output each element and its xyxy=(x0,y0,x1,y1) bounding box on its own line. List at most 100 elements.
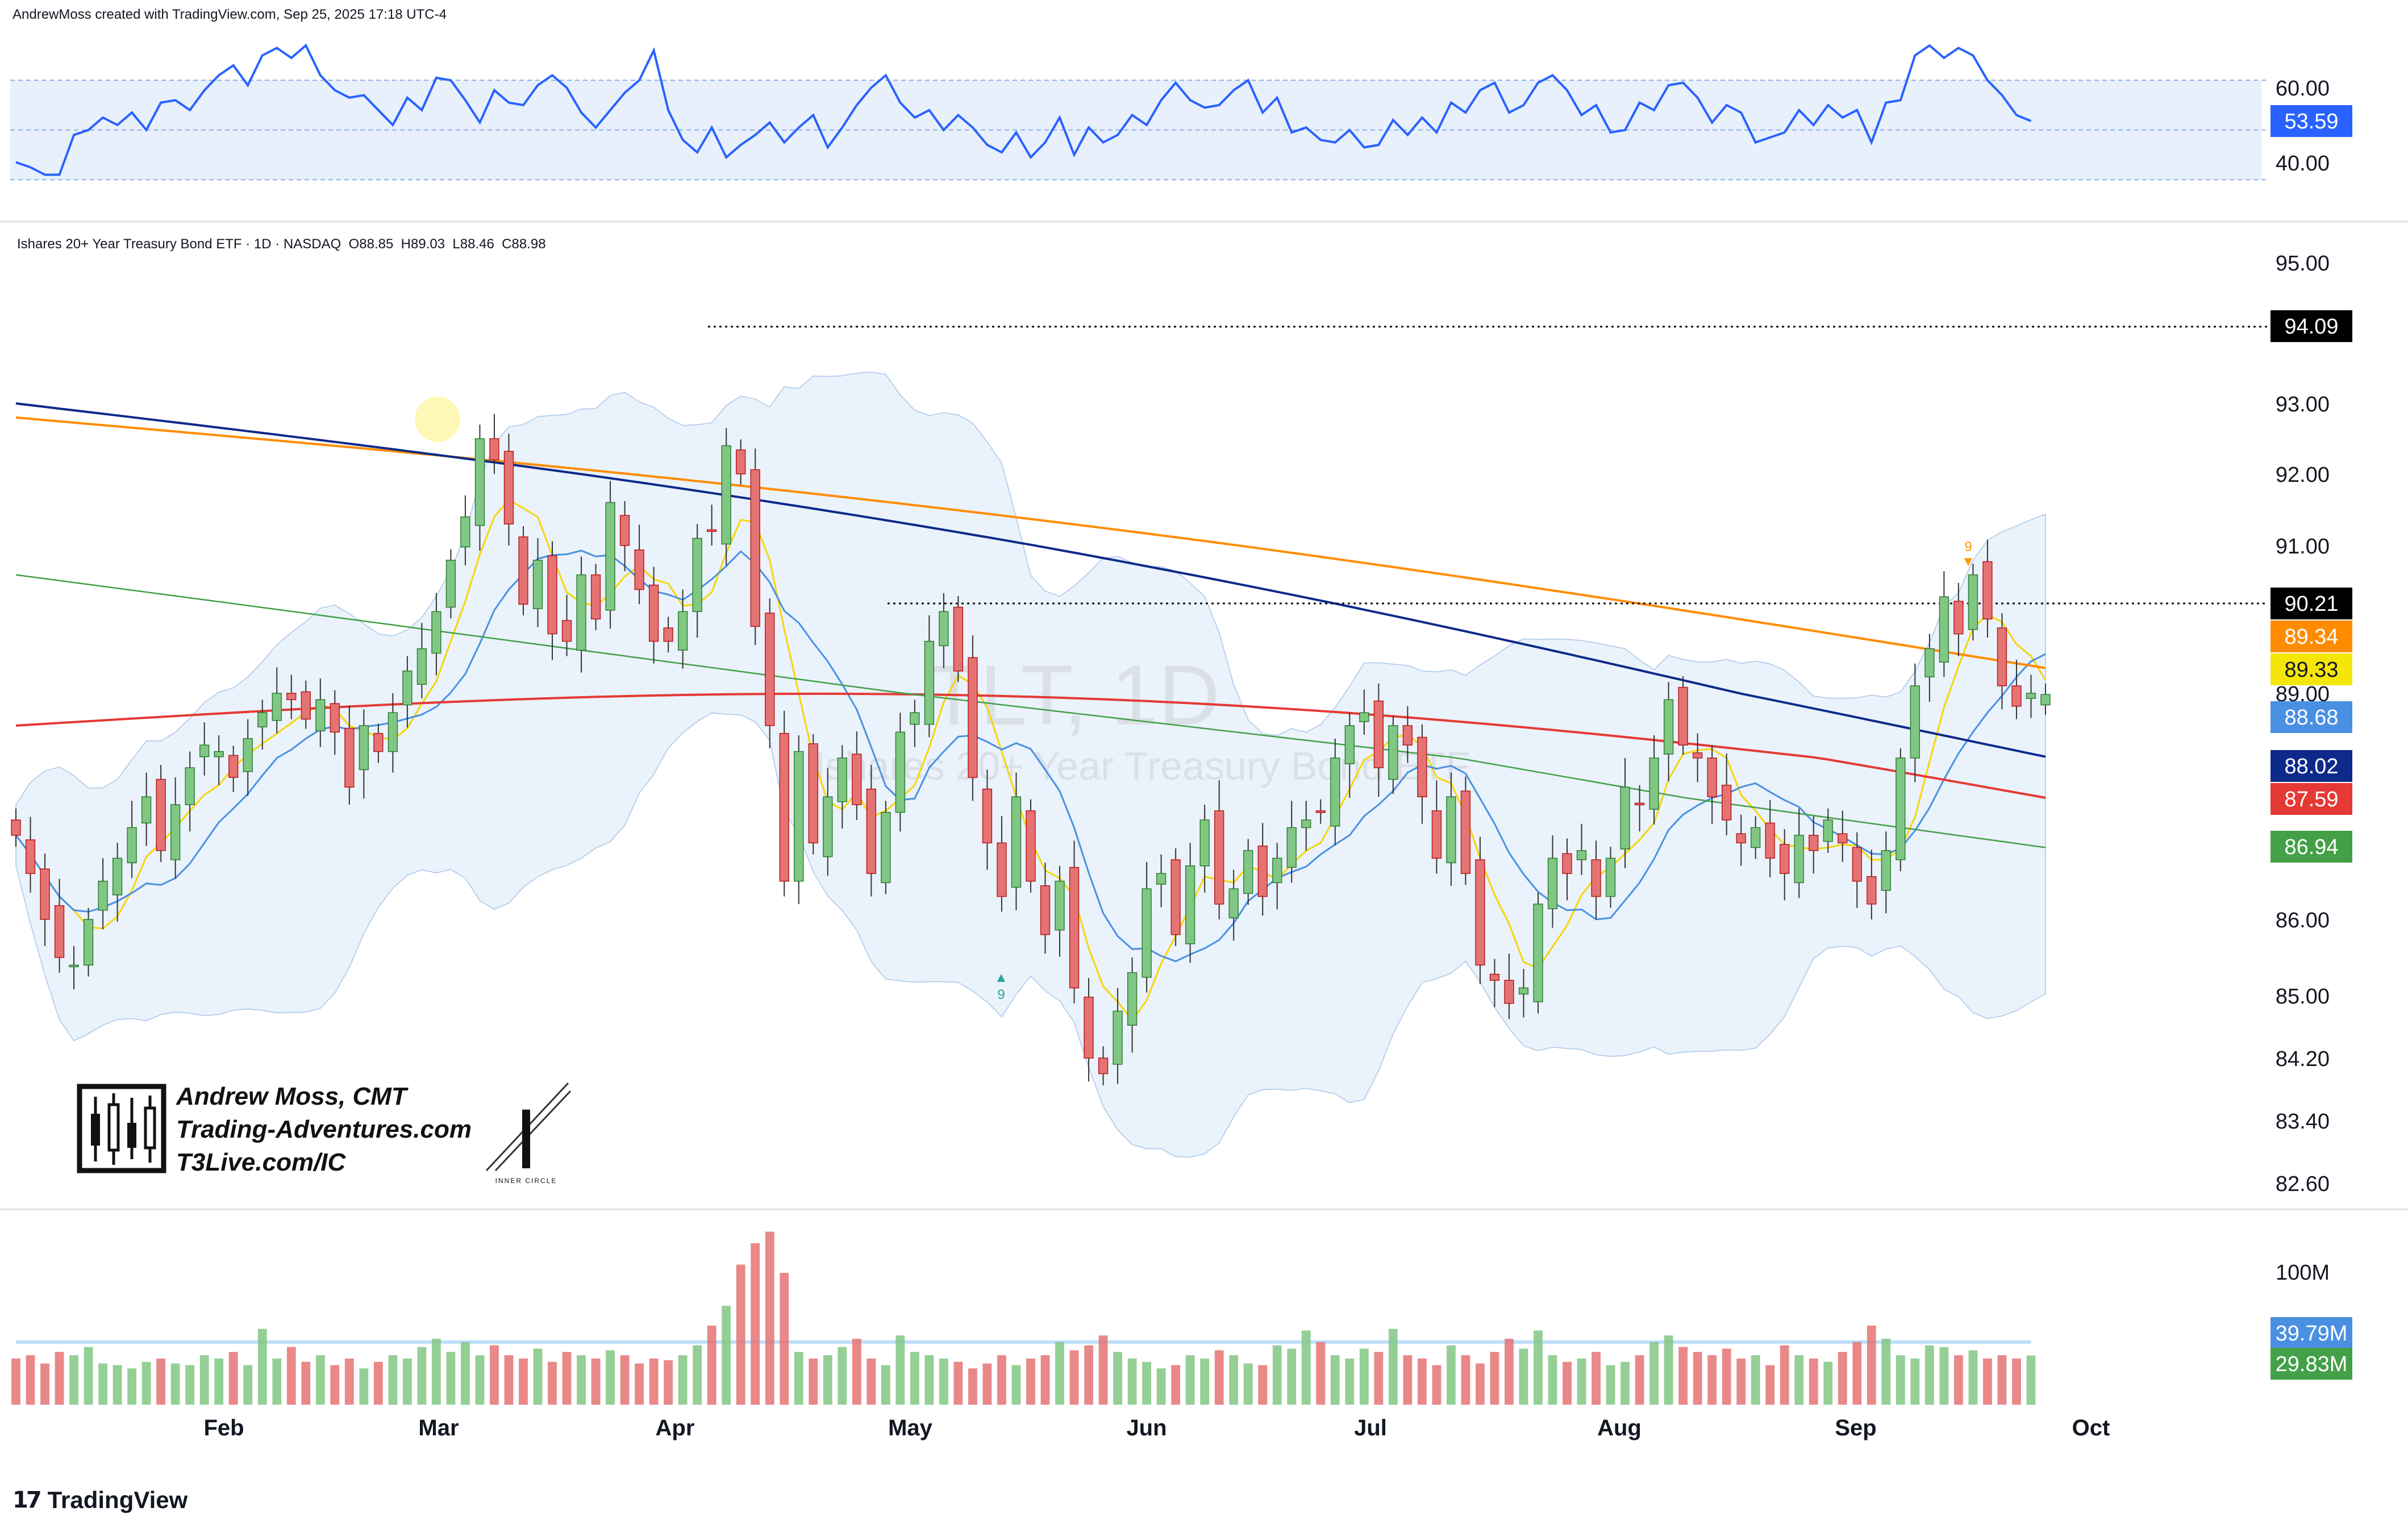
inner-circle-seal-icon: I INNER CIRCLE xyxy=(485,1082,572,1186)
volume-bar xyxy=(1620,1361,1630,1405)
volume-bar xyxy=(1026,1358,1035,1405)
volume-value-label: 39.79M xyxy=(2276,1322,2348,1346)
volume-bar xyxy=(1997,1355,2007,1405)
candle-body xyxy=(402,671,413,706)
candle-body xyxy=(1460,790,1471,874)
price-tick-label: 82.60 xyxy=(2276,1172,2330,1196)
volume-bar xyxy=(751,1243,760,1405)
candle-body xyxy=(2011,685,2022,707)
volume-bar xyxy=(113,1365,122,1405)
ma-navy-line xyxy=(15,402,2046,758)
volume-bar xyxy=(736,1264,745,1405)
volume-bar xyxy=(1142,1361,1152,1405)
volume-bar xyxy=(866,1358,876,1405)
volume-bar xyxy=(1939,1347,1949,1405)
tradingview-logo[interactable]: 17 TradingView xyxy=(13,1486,188,1514)
volume-bar xyxy=(591,1358,601,1405)
volume-bar xyxy=(1563,1361,1572,1405)
volume-bar xyxy=(1171,1365,1181,1405)
volume-bar xyxy=(1968,1350,1978,1405)
candle-body xyxy=(1707,757,1717,798)
volume-bar xyxy=(11,1358,20,1405)
volume-bar xyxy=(1200,1358,1210,1405)
price-value-tag xyxy=(2270,750,2352,782)
candle-body xyxy=(1547,857,1558,909)
volume-bar xyxy=(475,1355,485,1405)
volume-bar xyxy=(388,1355,398,1405)
volume-value-label: 29.83M xyxy=(2276,1352,2348,1376)
price-axis: 60.0040.0053.5995.0093.0092.0091.0089.00… xyxy=(2270,77,2352,1380)
volume-bar xyxy=(1693,1352,1702,1405)
volume-bar xyxy=(693,1345,702,1405)
candle-body xyxy=(141,796,152,824)
brand-line-1: Andrew Moss, CMT xyxy=(176,1082,409,1110)
candle-body xyxy=(1243,850,1253,894)
volume-bar xyxy=(1359,1348,1369,1405)
volume-bar xyxy=(997,1355,1006,1405)
candle-body xyxy=(590,574,601,620)
candle-body xyxy=(214,751,224,757)
candle-body xyxy=(1968,574,1978,630)
candle-body xyxy=(1982,561,1993,620)
candle-body xyxy=(301,691,311,720)
candle-body xyxy=(561,620,572,642)
candle-body xyxy=(1910,685,1920,759)
price-tick-label: 86.00 xyxy=(2276,909,2330,932)
candle-body xyxy=(721,445,731,545)
price-value-tag xyxy=(2270,783,2352,815)
volume-bar xyxy=(1548,1355,1557,1405)
candle-body xyxy=(25,839,36,874)
price-value-tag xyxy=(2270,310,2352,342)
candle-body xyxy=(634,549,644,590)
candle-body xyxy=(1722,785,1732,821)
volume-bar xyxy=(1592,1352,1601,1405)
candle-body xyxy=(1330,757,1340,827)
candle-body xyxy=(924,640,935,725)
candle-body xyxy=(1286,827,1297,868)
candle-body xyxy=(1533,903,1543,1002)
candle-body xyxy=(968,657,978,778)
candle-body xyxy=(503,451,514,524)
setup-count-sell: 9 xyxy=(1964,539,1972,555)
x-tick-label: Feb xyxy=(203,1415,244,1440)
volume-value-tag xyxy=(2270,1348,2352,1380)
candle-body xyxy=(1301,819,1311,828)
volume-bar xyxy=(432,1339,441,1405)
volume-bar xyxy=(98,1363,107,1405)
volume-value-tag xyxy=(2270,1317,2352,1349)
price-value-label: 87.59 xyxy=(2284,788,2338,811)
candle-body xyxy=(1605,857,1616,897)
candle-body xyxy=(156,778,166,851)
watermark-name: Ishares 20+ Year Treasury Bond ETF xyxy=(814,744,1470,788)
volume-bar xyxy=(55,1352,64,1405)
volume-bar xyxy=(26,1355,35,1405)
volume-bar xyxy=(315,1355,325,1405)
symbol-legend[interactable]: Ishares 20+ Year Treasury Bond ETF · 1D … xyxy=(17,236,546,252)
volume-bar xyxy=(402,1358,412,1405)
volume-bar xyxy=(69,1355,78,1405)
candle-body xyxy=(1402,725,1413,746)
candle-body xyxy=(243,738,253,772)
volume-bar xyxy=(228,1352,238,1405)
candle-body xyxy=(823,796,833,857)
volume-bar xyxy=(1635,1355,1644,1405)
candle-body xyxy=(1127,972,1138,1026)
volume-bar xyxy=(1751,1355,1760,1405)
volume-bar xyxy=(1490,1352,1499,1405)
volume-bar xyxy=(577,1355,586,1405)
volume-bar xyxy=(1838,1352,1847,1405)
price-tick-label: 93.00 xyxy=(2276,393,2330,417)
price-value-label: 90.21 xyxy=(2284,592,2338,616)
volume-bar xyxy=(504,1355,514,1405)
candle-body xyxy=(1373,700,1384,768)
volume-bar xyxy=(1722,1348,1731,1405)
volume-bar xyxy=(707,1325,716,1405)
x-tick-label: May xyxy=(888,1415,933,1440)
candle-body xyxy=(185,767,195,805)
volume-bar xyxy=(620,1355,630,1405)
price-value-tag xyxy=(2270,588,2352,619)
volume-bar xyxy=(170,1363,180,1405)
ohlc-high: H89.03 xyxy=(401,236,445,252)
volume-bar xyxy=(562,1352,572,1405)
